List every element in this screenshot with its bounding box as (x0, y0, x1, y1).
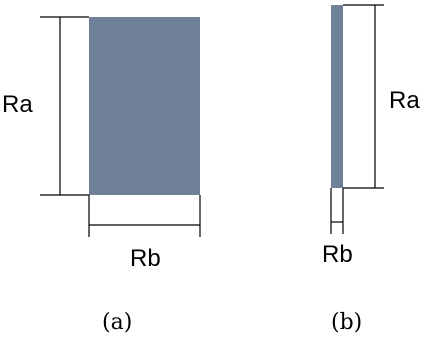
panel-a-caption: (a) (102, 310, 132, 335)
panel-a-rb-label: Rb (130, 245, 161, 272)
panel-b-ra-label: Ra (389, 87, 420, 114)
panel-b-caption: (b) (331, 310, 362, 335)
panel-a-rectangle (89, 17, 200, 195)
panel-b-rectangle (331, 5, 343, 188)
panel-b: Ra Rb (b) (322, 4, 420, 335)
panel-a-ra-label: Ra (2, 91, 33, 118)
panel-b-rb-label: Rb (322, 241, 353, 268)
panel-a: Ra Rb (a) (2, 16, 201, 335)
